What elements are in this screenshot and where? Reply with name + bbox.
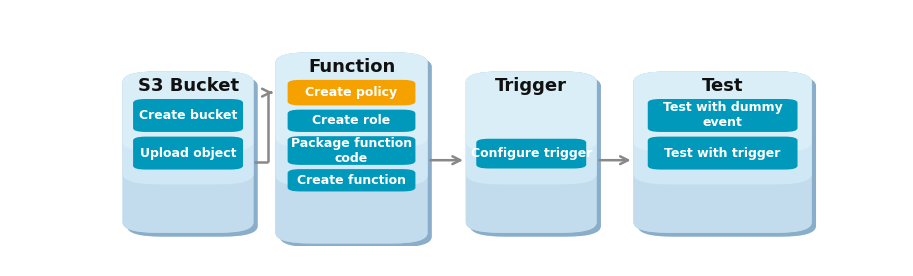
FancyBboxPatch shape (133, 137, 243, 169)
FancyBboxPatch shape (288, 80, 415, 105)
Text: Create role: Create role (312, 114, 391, 127)
FancyBboxPatch shape (477, 139, 586, 168)
FancyBboxPatch shape (634, 71, 812, 233)
FancyBboxPatch shape (276, 52, 427, 186)
Text: Upload object: Upload object (140, 147, 236, 160)
FancyBboxPatch shape (122, 71, 254, 233)
FancyBboxPatch shape (634, 71, 812, 184)
FancyBboxPatch shape (637, 75, 816, 237)
FancyBboxPatch shape (466, 71, 597, 152)
FancyBboxPatch shape (466, 71, 597, 233)
Text: Test: Test (702, 77, 743, 95)
FancyBboxPatch shape (288, 110, 415, 132)
FancyBboxPatch shape (288, 136, 415, 165)
FancyBboxPatch shape (276, 52, 427, 243)
FancyBboxPatch shape (634, 71, 812, 233)
FancyBboxPatch shape (470, 75, 601, 237)
FancyBboxPatch shape (466, 71, 597, 233)
FancyBboxPatch shape (466, 71, 597, 184)
Text: Test with dummy
event: Test with dummy event (663, 102, 782, 129)
Text: Trigger: Trigger (495, 77, 567, 95)
FancyBboxPatch shape (276, 52, 427, 243)
FancyBboxPatch shape (288, 169, 415, 192)
Text: Create bucket: Create bucket (139, 109, 237, 122)
FancyBboxPatch shape (133, 99, 243, 132)
FancyBboxPatch shape (276, 52, 427, 148)
Text: Package function
code: Package function code (291, 137, 412, 164)
Text: Configure trigger: Configure trigger (470, 147, 592, 160)
FancyBboxPatch shape (127, 75, 257, 237)
FancyBboxPatch shape (122, 71, 254, 152)
FancyBboxPatch shape (279, 56, 432, 247)
FancyBboxPatch shape (122, 71, 254, 184)
Text: S3 Bucket: S3 Bucket (138, 77, 238, 95)
Text: Function: Function (308, 58, 395, 76)
FancyBboxPatch shape (647, 137, 798, 169)
FancyBboxPatch shape (647, 99, 798, 132)
Text: Create function: Create function (297, 174, 406, 187)
FancyBboxPatch shape (634, 71, 812, 152)
Text: Create policy: Create policy (306, 86, 397, 99)
Text: Test with trigger: Test with trigger (665, 147, 781, 160)
FancyBboxPatch shape (122, 71, 254, 233)
